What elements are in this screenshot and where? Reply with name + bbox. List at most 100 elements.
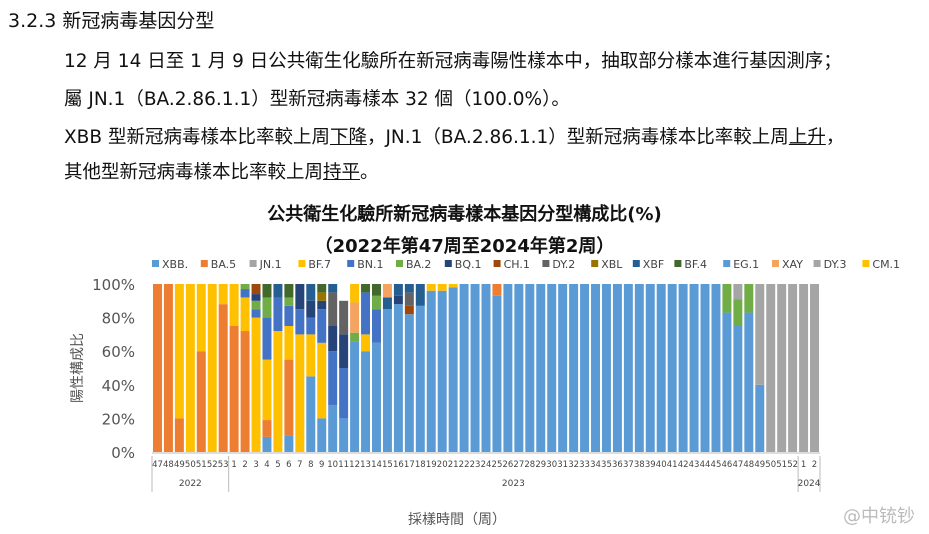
bar-segment: [722, 284, 732, 313]
bar-segment: [437, 284, 447, 291]
bar-segment: [284, 359, 294, 436]
watermark: @中铳钞: [843, 506, 915, 527]
x-tick-label: 1: [801, 460, 806, 470]
x-tick-label: 23: [470, 460, 481, 470]
x-tick-label: 43: [689, 460, 700, 470]
legend-swatch: [298, 260, 306, 267]
bar-segment: [152, 284, 162, 452]
bar-segment: [733, 284, 743, 300]
bar-segment: [218, 284, 228, 305]
bar-segment: [547, 284, 557, 452]
x-tick-label: 12: [349, 460, 360, 470]
x-tick-label: 26: [502, 460, 513, 470]
bar-segment: [174, 418, 184, 452]
bar-segment: [372, 284, 381, 296]
x-tick-label: 51: [776, 460, 787, 470]
bar-segment: [777, 284, 787, 452]
bar-segment: [492, 284, 502, 296]
bar-segment: [766, 284, 776, 452]
bar-segment: [448, 287, 458, 452]
bar-segment: [339, 300, 349, 335]
bar-segment: [196, 284, 206, 352]
bar-segment: [558, 284, 568, 452]
legend-label: BN.1: [357, 258, 383, 271]
bar-segment: [306, 300, 316, 318]
bar-segment: [317, 300, 327, 310]
bar-segment: [251, 309, 261, 318]
bar-segment: [393, 295, 403, 305]
bar-segment: [262, 317, 272, 360]
bar-segment: [711, 284, 721, 452]
bar-segment: [361, 351, 371, 452]
bar-segment: [678, 284, 688, 452]
x-tick-label: 13: [360, 460, 371, 470]
legend-label: DY.3: [824, 258, 847, 271]
x-tick-label: 3: [253, 460, 258, 470]
x-tick-label: 53: [218, 460, 229, 470]
section-title: 新冠病毒基因分型: [62, 10, 215, 32]
x-tick-label: 22: [459, 460, 470, 470]
legend-swatch: [723, 260, 731, 267]
legend-label: XAY: [782, 258, 803, 271]
bar-segment: [623, 284, 633, 452]
bar-segment: [372, 342, 381, 452]
bar-segment: [262, 359, 272, 421]
x-tick-label: 34: [590, 460, 601, 470]
bar-segment: [700, 284, 710, 452]
legend-label: JN.1: [259, 258, 282, 271]
x-tick-label: 2: [242, 460, 247, 470]
bar-segment: [393, 304, 403, 452]
bar-segment: [284, 284, 294, 298]
x-tick-label: 15: [382, 460, 393, 470]
text-segment: 其他型新冠病毒樣本比率較上周: [64, 162, 324, 183]
x-tick-label: 47: [732, 460, 743, 470]
bar-segment: [492, 295, 502, 452]
bar-segment: [382, 297, 392, 310]
x-tick-label: 37: [623, 460, 634, 470]
bar-segment: [634, 284, 644, 452]
bar-segment: [339, 418, 349, 452]
bar-segment: [185, 284, 195, 452]
x-tick-label: 52: [787, 460, 798, 470]
x-tick-label: 52: [207, 460, 218, 470]
legend-swatch: [249, 260, 257, 267]
bar-segment: [404, 292, 414, 306]
x-tick-label: 30: [546, 460, 557, 470]
bar-segment: [361, 334, 371, 352]
legend-swatch: [542, 260, 550, 267]
bar-segment: [317, 342, 327, 419]
bar-segment: [295, 309, 305, 335]
bar-segment: [273, 297, 283, 332]
legend-label: DY.2: [552, 258, 575, 271]
legend-swatch: [813, 260, 821, 267]
x-tick-label: 27: [513, 460, 524, 470]
x-tick-label: 8: [308, 460, 313, 470]
text-segment: XBB 型新冠病毒樣本比率較上周: [64, 127, 330, 148]
bar-segment: [306, 284, 316, 301]
bar-segment: [229, 284, 239, 326]
year-label: 2022: [179, 479, 202, 489]
bar-segment: [240, 297, 250, 332]
legend-label: CM.1: [872, 258, 900, 271]
bar-segment: [262, 420, 272, 437]
bar-segment: [426, 290, 436, 452]
bar-segment: [601, 284, 611, 452]
bar-segment: [536, 284, 546, 452]
legend-swatch: [493, 260, 501, 267]
x-tick-label: 1: [231, 460, 236, 470]
paragraph-line-4: 其他型新冠病毒樣本比率較上周持平。: [64, 158, 379, 184]
bar-segment: [328, 292, 338, 326]
text-segment: ，: [825, 127, 845, 148]
legend-label: BQ.1: [455, 258, 482, 271]
x-tick-label: 51: [196, 460, 207, 470]
bar-segment: [755, 284, 765, 385]
bar-segment: [569, 284, 579, 452]
bar-segment: [744, 312, 754, 452]
x-tick-label: 5: [275, 460, 280, 470]
paragraph-line-2: 屬 JN.1（BA.2.86.1.1）型新冠病毒樣本 32 個（100.0%）。: [64, 89, 570, 110]
bar-segment: [350, 284, 360, 303]
bar-segment: [328, 284, 338, 293]
bar-segment: [262, 436, 272, 452]
bar-segment: [580, 284, 590, 452]
x-axis-title: 採樣時間（周）: [408, 511, 506, 528]
